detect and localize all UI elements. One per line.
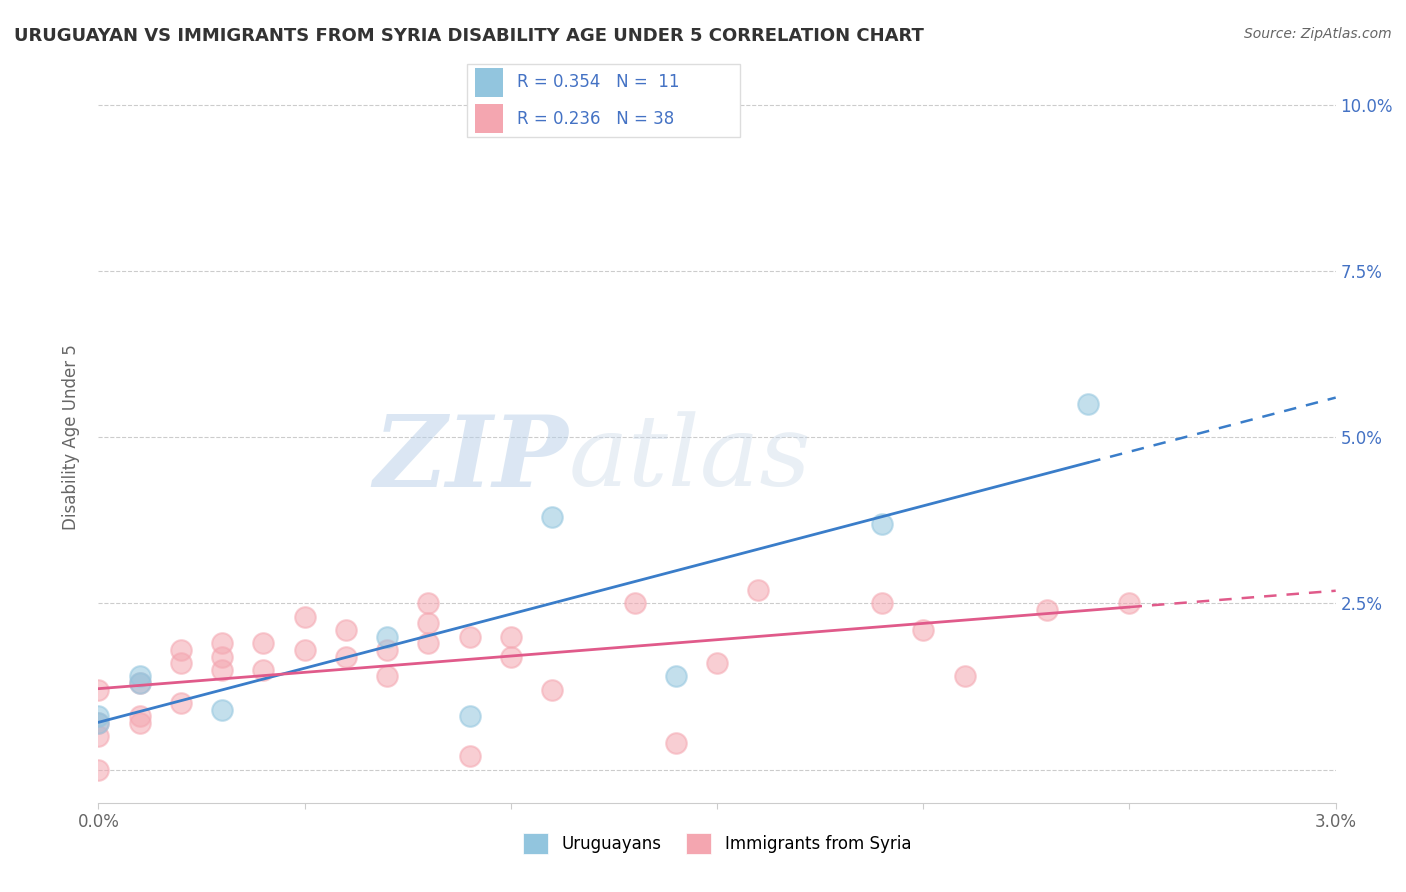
Point <box>1077 397 1099 411</box>
Point <box>211 703 233 717</box>
Point <box>541 509 564 524</box>
Point <box>170 643 193 657</box>
Bar <box>475 104 503 133</box>
Point <box>375 669 398 683</box>
Text: ZIP: ZIP <box>374 411 568 508</box>
Point <box>870 596 893 610</box>
Point <box>294 643 316 657</box>
Point <box>294 609 316 624</box>
Point <box>211 636 233 650</box>
Point <box>418 596 440 610</box>
Bar <box>475 68 503 96</box>
Point <box>335 623 357 637</box>
Point <box>541 682 564 697</box>
Point <box>623 596 645 610</box>
Point <box>499 630 522 644</box>
Point <box>375 643 398 657</box>
Point <box>418 616 440 631</box>
Point <box>128 716 150 731</box>
Point <box>1036 603 1059 617</box>
Point <box>458 709 481 723</box>
FancyBboxPatch shape <box>467 64 740 136</box>
Point <box>211 649 233 664</box>
Point <box>747 582 769 597</box>
Point <box>458 749 481 764</box>
Point <box>375 630 398 644</box>
Point <box>128 676 150 690</box>
Text: Source: ZipAtlas.com: Source: ZipAtlas.com <box>1244 27 1392 41</box>
Point <box>170 656 193 670</box>
Point <box>665 736 688 750</box>
Y-axis label: Disability Age Under 5: Disability Age Under 5 <box>62 344 80 530</box>
Text: URUGUAYAN VS IMMIGRANTS FROM SYRIA DISABILITY AGE UNDER 5 CORRELATION CHART: URUGUAYAN VS IMMIGRANTS FROM SYRIA DISAB… <box>14 27 924 45</box>
Point <box>458 630 481 644</box>
Point <box>128 709 150 723</box>
Point <box>953 669 976 683</box>
Point <box>87 709 110 723</box>
Point <box>870 516 893 531</box>
Point <box>912 623 935 637</box>
Point <box>252 636 274 650</box>
Point <box>211 663 233 677</box>
Point <box>128 676 150 690</box>
Point <box>87 716 110 731</box>
Text: R = 0.354   N =  11: R = 0.354 N = 11 <box>517 73 681 91</box>
Text: atlas: atlas <box>568 411 811 507</box>
Point <box>87 763 110 777</box>
Point <box>252 663 274 677</box>
Point <box>335 649 357 664</box>
Point <box>87 716 110 731</box>
Point <box>418 636 440 650</box>
Point <box>170 696 193 710</box>
Point <box>499 649 522 664</box>
Point <box>87 682 110 697</box>
Text: R = 0.236   N = 38: R = 0.236 N = 38 <box>517 110 675 128</box>
Point <box>87 729 110 743</box>
Point <box>1118 596 1140 610</box>
Point <box>706 656 728 670</box>
Point <box>128 669 150 683</box>
Legend: Uruguayans, Immigrants from Syria: Uruguayans, Immigrants from Syria <box>516 827 918 860</box>
Point <box>665 669 688 683</box>
